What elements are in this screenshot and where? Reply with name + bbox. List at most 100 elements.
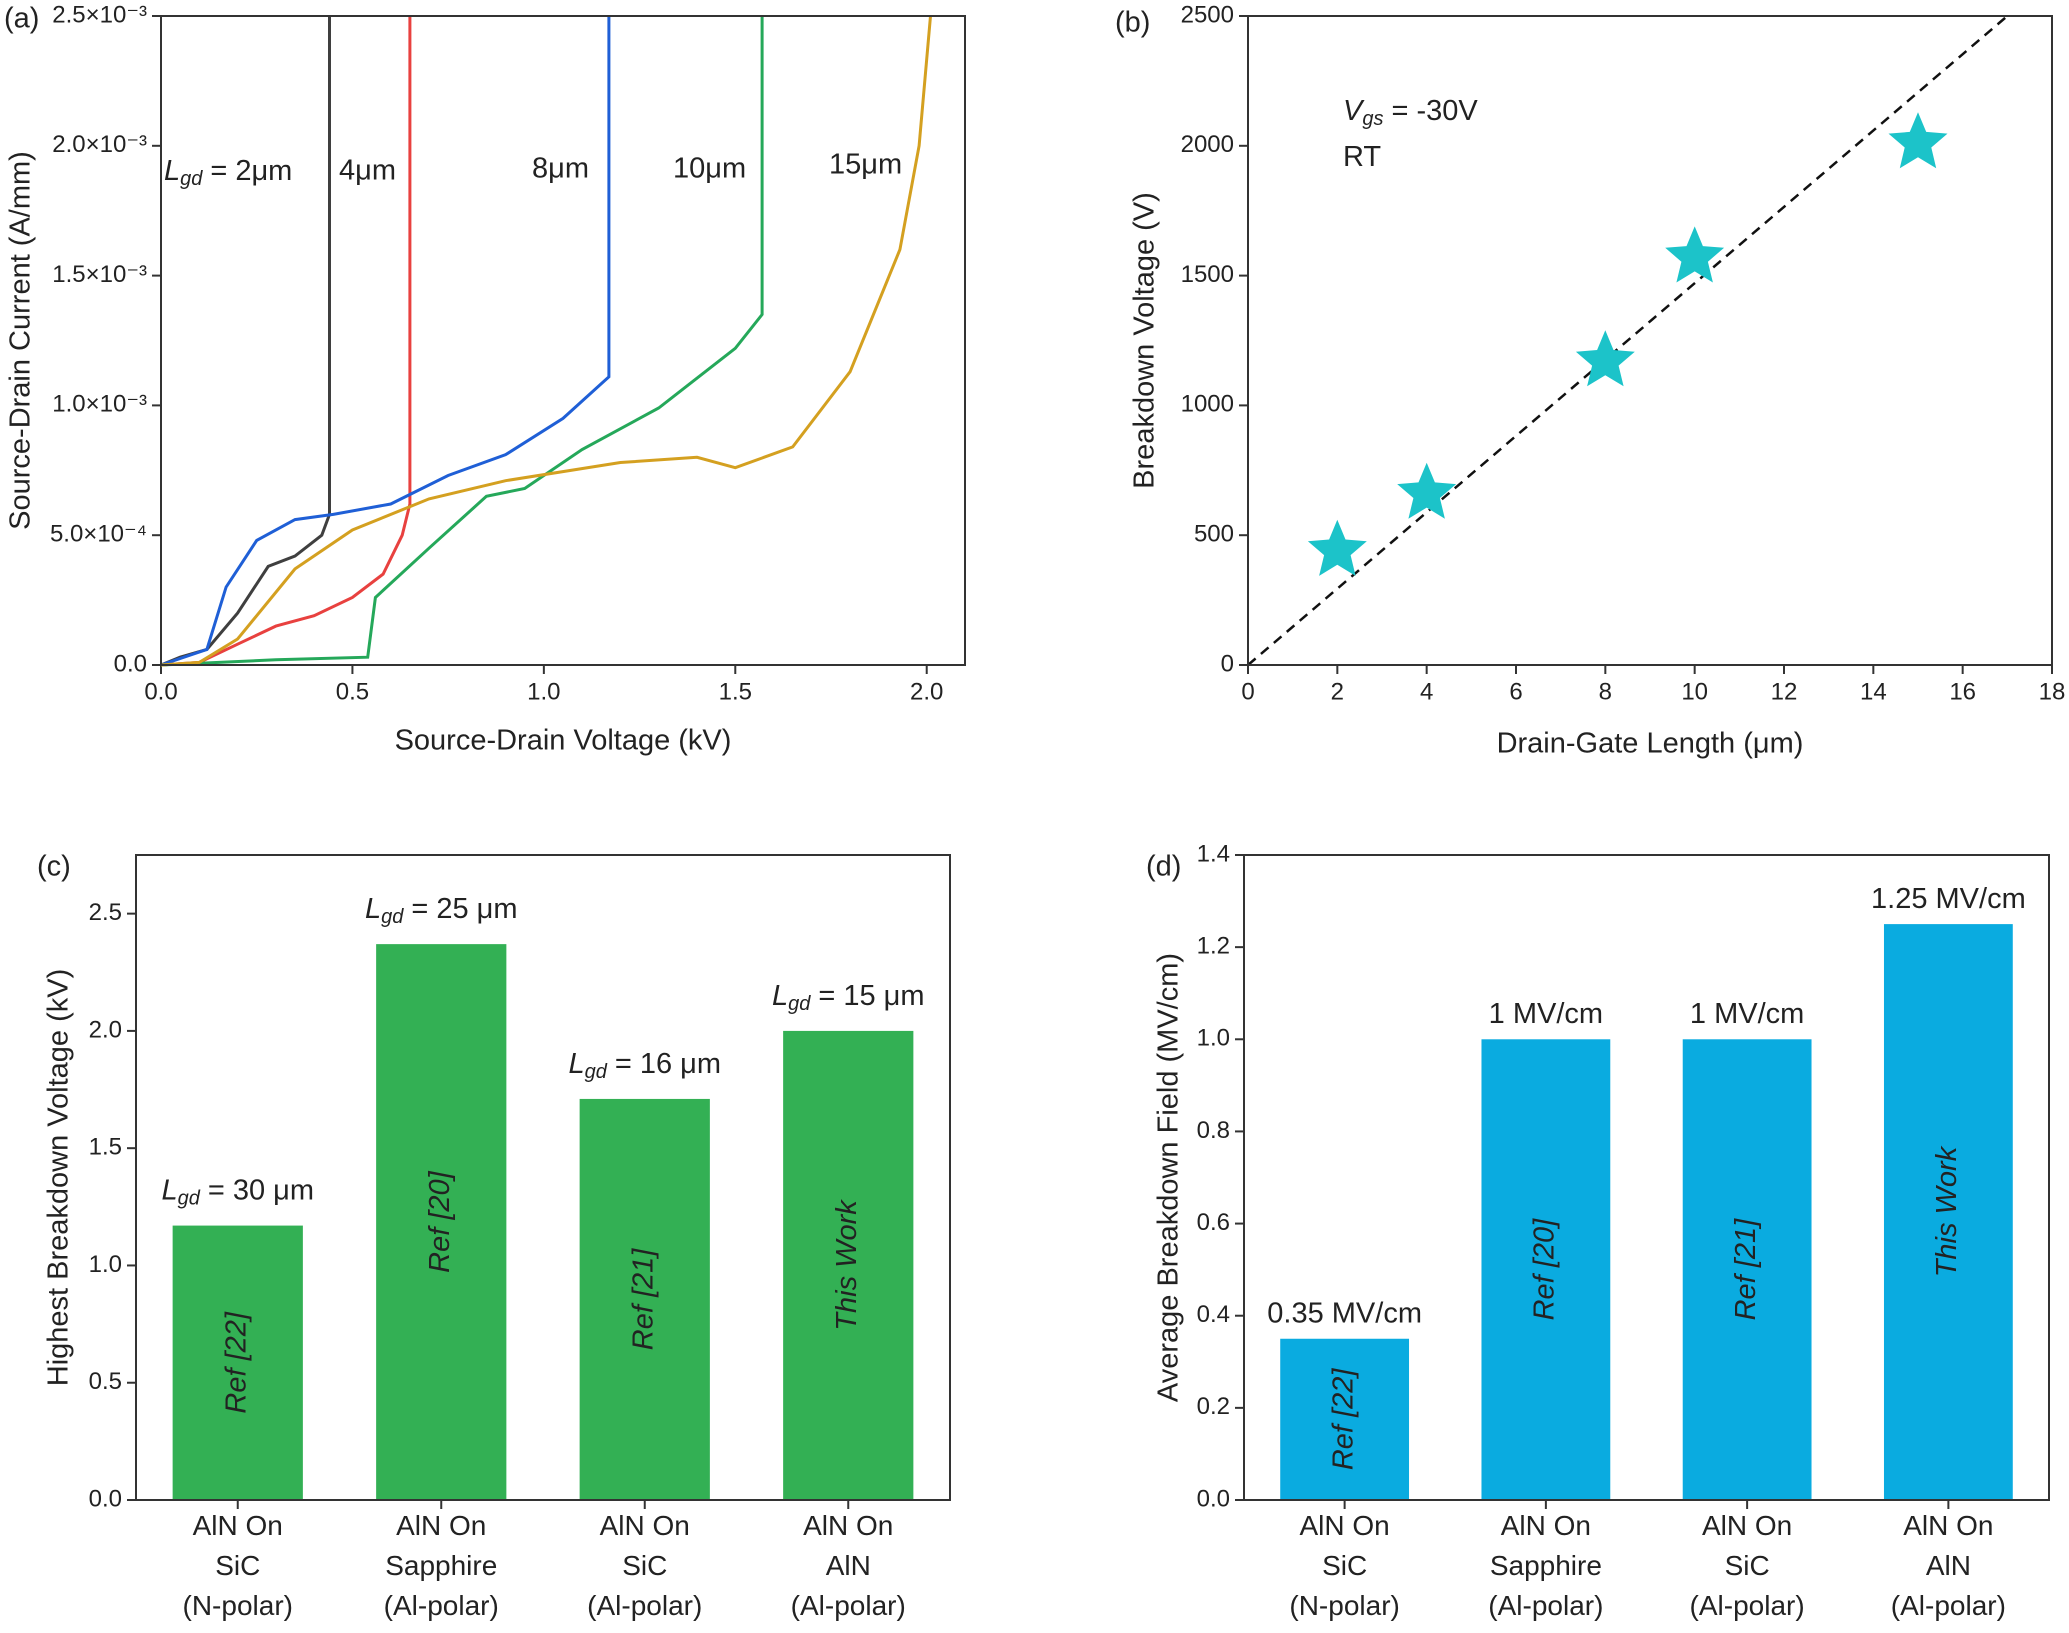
category-line: Sapphire (385, 1550, 497, 1581)
category-line: AlN On (396, 1510, 486, 1541)
x-tick-label: 16 (1949, 678, 1976, 705)
x-tick-label: AlN On AlN (Al-polar) (1891, 1510, 2006, 1621)
x-tick-label: 1.5 (719, 678, 752, 705)
category-line: (Al-polar) (384, 1590, 499, 1621)
x-axis-title: Source-Drain Voltage (kV) (395, 725, 732, 757)
star-marker (1888, 112, 1948, 169)
y-tick-label: 1.4 (1197, 840, 1230, 867)
category-line: AlN On (1903, 1510, 1993, 1541)
bar (1883, 924, 2013, 1500)
series-label: 10μm (673, 153, 746, 185)
label-symbol: V (1343, 95, 1365, 127)
x-tick-label: AlN On Sapphire (Al-polar) (1488, 1510, 1603, 1621)
x-tick-label: 14 (1860, 678, 1887, 705)
y-axis-title: Breakdown Voltage (V) (1129, 192, 1161, 489)
y-tick-label: 0 (1221, 650, 1234, 677)
label-subscript: gs (1362, 108, 1383, 130)
category-line: AlN (826, 1550, 871, 1581)
category-line: AlN On (1501, 1510, 1591, 1541)
y-tick-label: 1.5 (89, 1134, 122, 1161)
value-label: 1.25 MV/cm (1871, 883, 2026, 915)
data-line (160, 16, 764, 667)
category-line: (N-polar) (183, 1590, 293, 1621)
star-marker (1575, 330, 1635, 387)
plot-frame (1247, 15, 2053, 666)
y-tick-label: 2.0×10⁻³ (52, 131, 147, 158)
y-tick-label: 0.0 (1197, 1485, 1230, 1512)
label-text: = (210, 155, 227, 187)
plot-frame (1243, 854, 2050, 1501)
label-symbol: L (161, 1174, 177, 1206)
y-tick-label: 500 (1194, 521, 1234, 548)
bar-text: Ref [22] (220, 1311, 252, 1413)
category-line: (Al-polar) (587, 1590, 702, 1621)
series-label: 4μm (339, 155, 396, 187)
x-tick-label: 0 (1241, 678, 1254, 705)
x-tick-label: 6 (1509, 678, 1522, 705)
x-tick-label: AlN On SiC (N-polar) (183, 1510, 293, 1621)
bar (579, 1098, 710, 1500)
data-line (160, 16, 611, 667)
category-line: SiC (622, 1550, 667, 1581)
y-axis-title: Average Breakdown Field (MV/cm) (1153, 953, 1185, 1402)
y-tick-label: 5.0×10⁻⁴ (50, 521, 147, 548)
label-symbol: L (164, 155, 180, 187)
bar-text: This Work (831, 1199, 863, 1331)
category-line: AlN On (1702, 1510, 1792, 1541)
bar-text: Ref [21] (1730, 1218, 1762, 1320)
bar-text: This Work (1931, 1145, 1963, 1277)
bar-annotation: Lgd = 25 μm (365, 893, 518, 929)
category-line: (Al-polar) (1488, 1590, 1603, 1621)
y-tick-label: 2.5×10⁻³ (52, 1, 147, 28)
y-tick-label: 0.2 (1197, 1393, 1230, 1420)
y-tick-label: 0.4 (1197, 1301, 1230, 1328)
label-symbol: L (772, 980, 788, 1012)
y-tick-label: 0.6 (1197, 1209, 1230, 1236)
series-label: 8μm (532, 153, 589, 185)
y-tick-label: 1500 (1181, 261, 1234, 288)
y-tick-label: 2.0 (89, 1016, 122, 1043)
panel-label: (d) (1146, 851, 1181, 883)
label-subscript: gd (381, 906, 404, 928)
y-axis-title: Highest Breakdown Voltage (kV) (43, 969, 75, 1387)
panel-label: (b) (1115, 7, 1150, 39)
bar-annotation: Lgd = 15 μm (772, 980, 925, 1016)
label-text: = 30 μm (208, 1174, 314, 1206)
bar-text: Ref [21] (627, 1248, 659, 1350)
annotation: RT (1343, 141, 1381, 173)
label-symbol: L (568, 1048, 584, 1080)
data-line (160, 16, 412, 667)
panel-label: (a) (4, 3, 39, 35)
bar (783, 1030, 914, 1500)
value-label: 0.35 MV/cm (1267, 1297, 1422, 1329)
y-tick-label: 1.5×10⁻³ (52, 261, 147, 288)
bar-annotation: Lgd = 16 μm (568, 1048, 721, 1084)
y-tick-label: 2500 (1181, 1, 1234, 28)
x-tick-label: 8 (1599, 678, 1612, 705)
category-line: (N-polar) (1289, 1590, 1399, 1621)
bar (1280, 1338, 1410, 1500)
y-tick-label: 1000 (1181, 391, 1234, 418)
label-subscript: gd (178, 1188, 201, 1210)
category-line: AlN On (600, 1510, 690, 1541)
category-line: SiC (215, 1550, 260, 1581)
star-marker (1397, 462, 1457, 519)
x-tick-label: 12 (1771, 678, 1798, 705)
category-line: SiC (1322, 1550, 1367, 1581)
category-line: (Al-polar) (1690, 1590, 1805, 1621)
y-tick-label: 2000 (1181, 131, 1234, 158)
label-text: = 25 μm (411, 893, 517, 925)
x-tick-label: 2 (1331, 678, 1344, 705)
category-line: (Al-polar) (1891, 1590, 2006, 1621)
category-line: AlN (1926, 1550, 1971, 1581)
bar (1481, 1039, 1611, 1500)
bar (172, 1225, 303, 1500)
data-line (160, 15, 932, 667)
y-tick-label: 1.0 (1197, 1025, 1230, 1052)
x-tick-label: AlN On SiC (N-polar) (1289, 1510, 1399, 1621)
y-tick-label: 0.5 (89, 1368, 122, 1395)
y-tick-label: 1.0×10⁻³ (52, 391, 147, 418)
bar-text: Ref [20] (424, 1170, 456, 1272)
data-line (160, 16, 331, 667)
label-subscript: gd (585, 1061, 608, 1083)
